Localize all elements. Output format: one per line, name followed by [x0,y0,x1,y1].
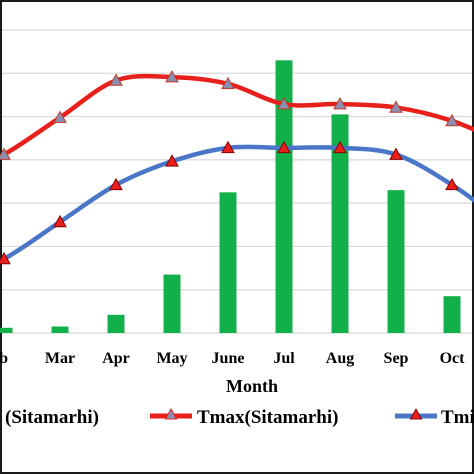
series-marker-0 [333,97,347,110]
series-marker-0 [109,73,123,86]
legend-label-tmax: Tmax(Sitamarhi) [197,407,338,428]
bar [443,296,461,333]
series-marker-1 [165,154,179,167]
x-axis-tick-labels: eb Mar Apr May June Jul Aug Sep Oct [0,350,465,367]
legend-marker-tmax [164,407,178,420]
bar [219,192,237,333]
series-marker-0 [0,147,11,160]
series-marker-1 [53,214,67,228]
x-tick-label: Apr [102,350,130,367]
x-tick-label: May [156,350,187,367]
bar [163,274,181,333]
x-tick-label: Oct [440,350,466,367]
legend-label-bar: (Sitamarhi) [5,407,99,428]
bar [107,314,125,333]
x-axis-title: Month [226,376,278,396]
series-marker-0 [53,110,67,123]
series-marker-1 [0,251,11,265]
series-marker-1 [445,177,459,191]
series-marker-1 [333,140,347,154]
legend-marker-tmin [409,407,423,420]
line-series-group [0,70,474,265]
series-marker-0 [221,76,235,90]
legend-label-tmin: Tmi [441,407,474,428]
bar [0,327,13,333]
series-marker-1 [221,140,235,154]
x-tick-label: Jul [273,350,295,367]
x-tick-label: June [212,350,245,367]
bar [275,60,293,334]
series-marker-1 [109,177,123,191]
x-tick-label: Mar [45,350,75,367]
series-marker-1 [277,140,291,154]
series-marker-0 [277,97,291,110]
series-marker-0 [165,70,179,83]
series-marker-0 [389,100,403,113]
bar-series-sitamarhi [0,60,461,334]
legend: (Sitamarhi) Tmax(Sitamarhi) Tmi [5,407,474,428]
series-marker-1 [389,147,403,160]
x-tick-label: Sep [384,350,409,367]
bar [51,326,69,333]
x-tick-label: Aug [326,350,354,367]
x-tick-label: eb [0,350,8,367]
bar [331,114,349,334]
bar [387,190,405,333]
series-marker-0 [445,113,459,127]
